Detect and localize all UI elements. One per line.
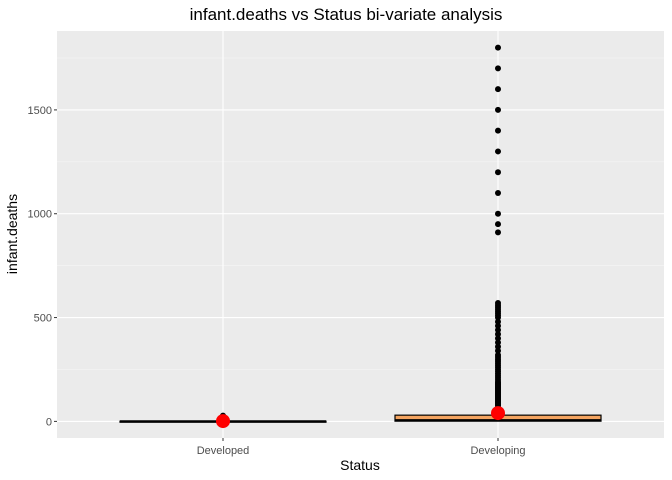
outlier-point bbox=[495, 322, 501, 329]
y-tick-label: 1000 bbox=[28, 209, 52, 221]
outlier-point bbox=[495, 331, 501, 338]
plot-panel bbox=[57, 31, 664, 438]
outlier-point bbox=[495, 351, 501, 358]
outlier-point bbox=[495, 106, 501, 113]
outlier-point bbox=[495, 229, 501, 236]
outlier-point bbox=[495, 148, 501, 155]
outlier-point bbox=[495, 335, 501, 342]
chart-title: infant.deaths vs Status bi-variate analy… bbox=[190, 5, 503, 24]
outlier-point bbox=[495, 343, 501, 350]
outlier-point bbox=[495, 339, 501, 346]
y-tick-label: 0 bbox=[46, 416, 52, 428]
outlier-point bbox=[495, 327, 501, 334]
outlier-point bbox=[495, 65, 501, 72]
y-axis-title: infant.deaths bbox=[4, 194, 20, 274]
y-tick-label: 1500 bbox=[28, 105, 52, 117]
outlier-point bbox=[495, 189, 501, 196]
outlier-point bbox=[495, 127, 501, 134]
outlier-point bbox=[495, 169, 501, 176]
outlier-point bbox=[495, 221, 501, 228]
x-tick-label: Developed bbox=[197, 445, 250, 457]
outlier-point bbox=[495, 300, 501, 307]
outlier-point bbox=[495, 318, 501, 325]
outlier-point bbox=[495, 347, 501, 354]
x-tick-label: Developing bbox=[470, 445, 525, 457]
mean-point bbox=[491, 406, 505, 421]
mean-point bbox=[216, 414, 230, 429]
outlier-point bbox=[495, 86, 501, 93]
outlier-point bbox=[495, 44, 501, 51]
y-tick-label: 500 bbox=[34, 313, 52, 325]
x-axis-title: Status bbox=[340, 457, 380, 473]
outlier-point bbox=[495, 210, 501, 217]
